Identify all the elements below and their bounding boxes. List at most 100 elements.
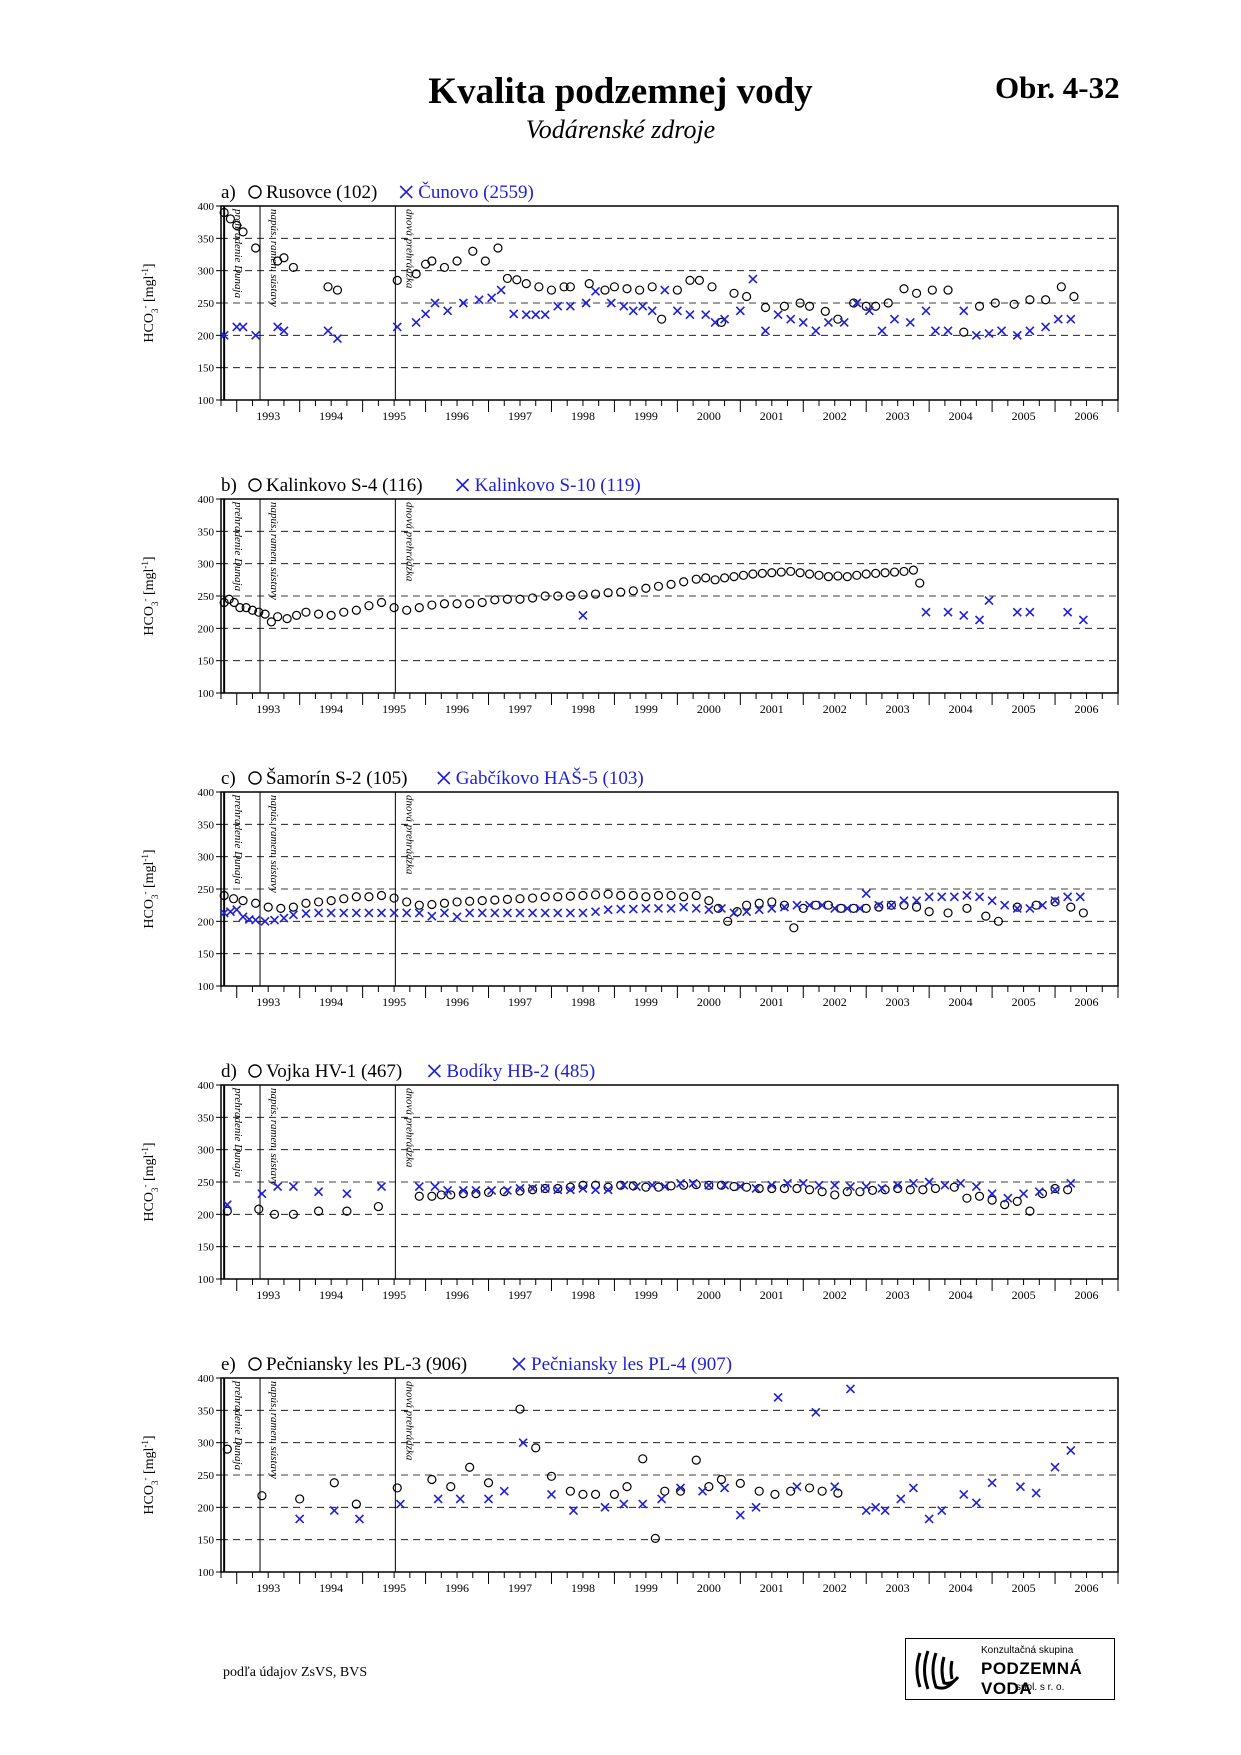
- data-point-circle: [738, 570, 749, 580]
- data-point-x: [502, 1185, 512, 1195]
- data-point-x: [509, 309, 519, 319]
- data-point-circle: [326, 610, 336, 621]
- data-point-circle: [427, 1191, 437, 1201]
- y-axis-label: HCO3- [mgl-1]: [140, 849, 160, 928]
- data-point-x: [465, 908, 475, 918]
- data-point-circle: [254, 607, 264, 617]
- data-point-circle: [685, 275, 695, 285]
- data-point-circle: [493, 243, 503, 253]
- data-point-circle: [527, 893, 538, 903]
- y-tick-label: 150: [198, 363, 215, 375]
- x-tick-label: 1997: [508, 409, 532, 423]
- data-point-circle: [666, 579, 676, 589]
- series-2: [219, 274, 1076, 344]
- legend-series-2: Čunovo (2559): [418, 181, 534, 203]
- x-tick-label: 1997: [508, 702, 532, 716]
- data-point-circle: [1041, 295, 1051, 305]
- data-point-circle: [729, 571, 739, 582]
- data-point-x: [754, 905, 764, 915]
- data-point-circle: [590, 1489, 601, 1500]
- data-point-circle: [609, 1489, 620, 1500]
- data-point-x: [301, 909, 311, 919]
- data-point-x: [487, 1185, 497, 1195]
- data-point-circle: [943, 285, 953, 295]
- data-point-x: [704, 1180, 714, 1190]
- data-point-x: [675, 1178, 686, 1188]
- data-point-circle: [679, 577, 689, 587]
- data-point-x: [742, 907, 752, 917]
- data-point-x: [329, 1506, 339, 1516]
- data-point-x: [984, 328, 994, 338]
- data-point-x: [1012, 607, 1022, 617]
- data-point-circle: [301, 898, 311, 908]
- data-point-x: [943, 607, 953, 617]
- data-point-x: [455, 1494, 465, 1504]
- data-point-x: [238, 322, 248, 332]
- data-point-circle: [757, 568, 767, 578]
- y-tick-label: 300: [198, 1438, 215, 1450]
- data-point-circle: [742, 1182, 752, 1192]
- data-point-x: [354, 1514, 365, 1524]
- data-point-circle: [628, 586, 638, 596]
- data-point-x: [1015, 1482, 1025, 1492]
- x-tick-label: 2004: [949, 409, 973, 423]
- data-point-circle: [729, 288, 739, 298]
- data-point-circle: [313, 1206, 324, 1216]
- data-point-circle: [1056, 282, 1066, 292]
- data-point-circle: [852, 570, 862, 580]
- data-point-circle: [295, 1494, 305, 1504]
- data-point-x: [581, 298, 591, 308]
- data-point-circle: [465, 1462, 475, 1472]
- data-point-x: [273, 1181, 283, 1192]
- data-point-circle: [1078, 908, 1088, 918]
- data-point-x: [971, 1498, 981, 1508]
- data-point-x: [553, 301, 563, 311]
- data-point-circle: [653, 581, 664, 591]
- data-point-circle: [915, 578, 925, 588]
- data-point-circle: [804, 301, 815, 311]
- data-point-x: [748, 274, 758, 284]
- x-tick-label: 1996: [445, 702, 469, 716]
- legend-series-1: Pečniansky les PL-3 (906): [266, 1354, 467, 1375]
- series-2: [295, 1384, 1076, 1524]
- x-tick-label: 1998: [571, 1288, 595, 1302]
- x-tick-label: 1994: [319, 1581, 343, 1595]
- data-point-circle: [446, 1482, 456, 1492]
- data-point-x: [553, 1185, 563, 1195]
- data-point-circle: [634, 285, 645, 295]
- data-point-circle: [414, 1191, 424, 1201]
- x-tick-label: 1995: [382, 995, 406, 1009]
- y-tick-label: 150: [198, 656, 215, 668]
- data-point-circle: [767, 568, 777, 578]
- x-tick-label: 2003: [886, 702, 910, 716]
- data-point-x: [943, 326, 953, 336]
- data-point-circle: [647, 282, 657, 292]
- data-point-circle: [616, 587, 626, 597]
- data-point-x: [1041, 322, 1051, 332]
- x-tick-label: 2001: [760, 409, 784, 423]
- data-point-x: [760, 326, 771, 336]
- data-point-circle: [251, 243, 261, 253]
- data-point-circle: [704, 1482, 714, 1492]
- y-tick-label: 200: [198, 1209, 215, 1221]
- data-point-circle: [867, 1185, 878, 1196]
- y-tick-label: 300: [198, 852, 215, 864]
- data-point-circle: [974, 301, 985, 311]
- data-point-circle: [553, 892, 563, 902]
- legend-circle-marker: [248, 1357, 262, 1371]
- data-point-x: [458, 1185, 468, 1195]
- data-point-x: [647, 306, 657, 316]
- data-point-x: [279, 913, 289, 923]
- data-point-circle: [927, 285, 937, 295]
- data-point-x: [565, 301, 575, 311]
- data-point-circle: [1050, 1183, 1060, 1194]
- data-point-x: [924, 892, 934, 902]
- data-point-x: [392, 322, 402, 332]
- y-tick-label: 400: [198, 1373, 215, 1385]
- data-point-x: [474, 295, 484, 305]
- data-point-circle: [987, 1195, 997, 1205]
- x-tick-label: 2004: [949, 995, 973, 1009]
- series-2: [578, 595, 1088, 625]
- data-point-x: [811, 1407, 821, 1417]
- data-point-x: [251, 915, 261, 925]
